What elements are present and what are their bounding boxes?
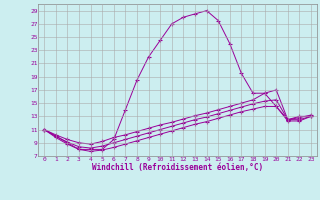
X-axis label: Windchill (Refroidissement éolien,°C): Windchill (Refroidissement éolien,°C) bbox=[92, 163, 263, 172]
